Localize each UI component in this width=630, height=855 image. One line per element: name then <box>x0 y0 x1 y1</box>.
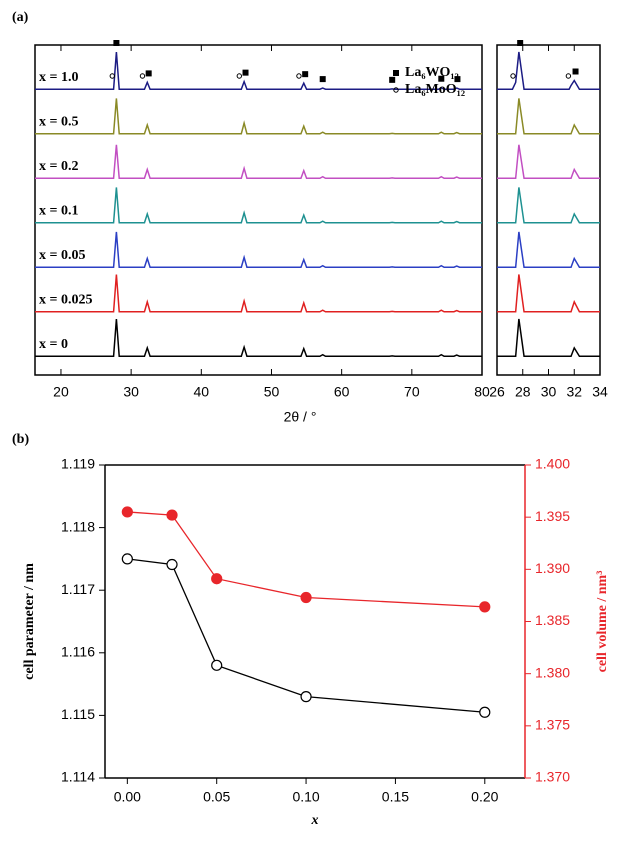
pattern-line <box>497 144 600 179</box>
pattern-line <box>497 274 600 313</box>
series-label: x = 0.05 <box>39 248 85 263</box>
data-point <box>121 553 133 565</box>
legend-symbol <box>393 87 399 93</box>
x-tick-label: 28 <box>515 384 531 400</box>
pattern-line <box>35 144 482 179</box>
series-label: x = 0.5 <box>39 115 78 130</box>
mo-peak-marker <box>565 73 572 79</box>
w-peak-marker <box>113 40 120 46</box>
w-peak-marker <box>302 71 309 78</box>
x-axis-label: x <box>311 813 319 828</box>
y2-tick-label: 1.370 <box>535 769 570 785</box>
x-tick-label: 0.05 <box>203 789 230 805</box>
series-label: x = 0.025 <box>39 293 92 308</box>
legend-label: La₆MoO₁₂ <box>405 82 465 97</box>
mo-peak-marker <box>510 73 516 79</box>
panel-label: (b) <box>12 432 29 447</box>
y-tick-label: 1.118 <box>61 518 95 534</box>
x-tick-label: 40 <box>194 384 210 400</box>
w-peak-marker <box>572 68 579 75</box>
x-tick-label: 60 <box>334 384 350 400</box>
data-point <box>300 691 312 703</box>
pattern-line <box>497 187 600 224</box>
series-label: x = 0.1 <box>39 204 78 219</box>
pattern-line <box>35 274 482 313</box>
y2-tick-label: 1.390 <box>535 560 570 576</box>
legend-label: La₆WO₁₂ <box>405 65 459 80</box>
data-point <box>300 591 312 604</box>
panel-label: (a) <box>12 10 29 25</box>
mo-peak-marker <box>236 73 243 79</box>
x-tick-label: 50 <box>264 384 280 400</box>
w-peak-marker <box>242 69 249 76</box>
pattern-line <box>35 187 482 224</box>
pattern-line <box>497 51 600 90</box>
data-point <box>479 706 491 718</box>
w-peak-marker <box>389 76 396 83</box>
series-label: x = 0 <box>39 337 68 352</box>
w-peak-marker <box>454 76 461 83</box>
y2-tick-label: 1.395 <box>535 508 570 524</box>
y-tick-label: 1.117 <box>61 581 95 597</box>
y2-tick-label: 1.400 <box>535 456 570 472</box>
data-point <box>166 509 178 521</box>
y2-tick-label: 1.380 <box>535 664 570 680</box>
pattern-line <box>497 318 600 357</box>
w-peak-marker <box>438 75 445 82</box>
pattern-line <box>35 318 482 357</box>
y-axis-label: cell parameter / nm <box>22 563 37 680</box>
x-tick-label: 0.15 <box>382 789 409 805</box>
pattern-line <box>497 231 600 268</box>
plot-frame <box>34 44 483 376</box>
legend-symbol <box>393 70 399 76</box>
y2-tick-label: 1.375 <box>535 717 570 733</box>
w-peak-marker <box>145 70 152 77</box>
x-tick-label: 70 <box>404 384 420 400</box>
data-point <box>211 573 223 585</box>
series-label: x = 1.0 <box>39 70 78 85</box>
y-tick-label: 1.115 <box>61 706 95 722</box>
mo-peak-marker <box>296 73 302 79</box>
data-point <box>479 601 491 613</box>
x-tick-label: 32 <box>566 384 582 400</box>
y2-axis-label: cell volume / nm³ <box>595 571 610 673</box>
y2-tick-label: 1.385 <box>535 612 570 628</box>
pattern-line <box>35 231 482 268</box>
y-tick-label: 1.114 <box>61 769 95 785</box>
x-tick-label: 30 <box>123 384 139 400</box>
data-point <box>121 506 133 518</box>
w-peak-marker <box>319 76 326 83</box>
x-tick-label: 0.10 <box>292 789 319 805</box>
y-tick-label: 1.116 <box>61 644 95 660</box>
pattern-line <box>497 98 600 135</box>
x-tick-label: 0.20 <box>471 789 498 805</box>
x-tick-label: 0.00 <box>114 789 141 805</box>
y-tick-label: 1.119 <box>61 456 95 472</box>
x-tick-label: 80 <box>474 384 490 400</box>
x-tick-label: 34 <box>592 384 608 400</box>
x-tick-label: 30 <box>541 384 557 400</box>
data-point <box>211 659 223 671</box>
mo-peak-marker <box>109 73 115 79</box>
mo-peak-marker <box>139 73 146 79</box>
data-point <box>166 558 178 571</box>
x-tick-label: 20 <box>53 384 69 400</box>
pattern-line <box>35 98 482 135</box>
series-label: x = 0.2 <box>39 159 78 174</box>
x-tick-label: 26 <box>489 384 505 400</box>
pattern-line <box>35 51 482 90</box>
w-peak-marker <box>517 40 524 46</box>
x-axis-label: 2θ / ° <box>284 409 317 425</box>
